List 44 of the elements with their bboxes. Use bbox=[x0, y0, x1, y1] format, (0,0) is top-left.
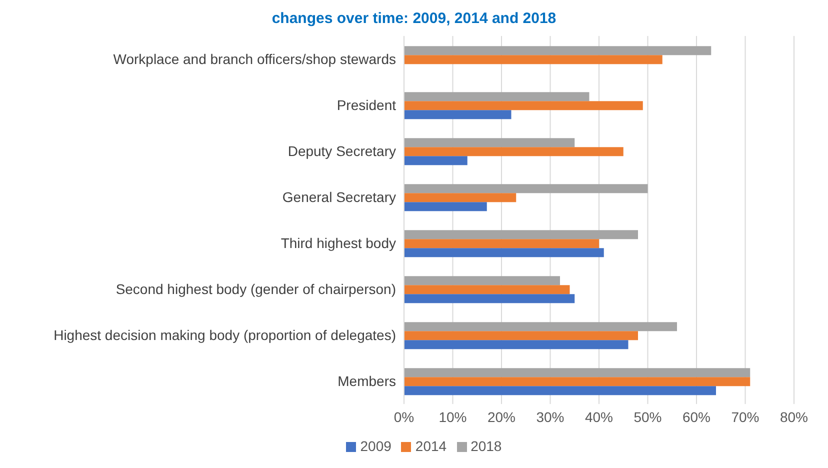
y-tick-label: Second highest body (gender of chairperson) bbox=[116, 280, 396, 297]
x-tick-label: 70% bbox=[731, 408, 760, 425]
bar bbox=[404, 248, 604, 258]
bar bbox=[404, 340, 628, 350]
bar bbox=[404, 276, 560, 286]
y-tick-label: General Secretary bbox=[282, 188, 396, 205]
x-tick-label: 80% bbox=[780, 408, 808, 425]
x-tick-label: 20% bbox=[487, 408, 516, 425]
bar bbox=[404, 110, 512, 120]
y-tick-label: Workplace and branch officers/shop stewards bbox=[113, 50, 396, 67]
bar bbox=[404, 368, 750, 378]
x-tick-label: 10% bbox=[438, 408, 467, 425]
y-tick-label: Third highest body bbox=[280, 234, 396, 251]
bar bbox=[404, 322, 677, 332]
bar bbox=[404, 46, 712, 56]
x-tick-label: 30% bbox=[536, 408, 564, 425]
bar bbox=[404, 147, 624, 156]
y-tick-label: President bbox=[336, 96, 396, 113]
bar bbox=[404, 193, 516, 202]
bar bbox=[404, 101, 643, 110]
bar bbox=[404, 294, 575, 304]
bar bbox=[404, 138, 575, 148]
bar bbox=[404, 92, 590, 102]
legend-label: 2014 bbox=[415, 438, 447, 454]
x-tick-label: 50% bbox=[634, 408, 662, 425]
bar bbox=[404, 331, 638, 340]
legend-label: 2018 bbox=[470, 438, 502, 454]
bar bbox=[404, 285, 570, 294]
x-tick-label: 60% bbox=[682, 408, 711, 425]
legend-label: 2009 bbox=[360, 438, 392, 454]
chart-title: changes over time: 2009, 2014 and 2018 bbox=[270, 9, 558, 29]
bar bbox=[404, 239, 599, 248]
bar bbox=[404, 202, 487, 212]
bar bbox=[404, 184, 648, 194]
bar bbox=[404, 156, 468, 166]
y-tick-label: Highest decision making body (proportion of delegates) bbox=[54, 326, 396, 343]
bar bbox=[404, 230, 638, 240]
bar bbox=[404, 386, 716, 396]
y-tick-label: Members bbox=[338, 372, 396, 389]
x-tick-label: 0% bbox=[394, 408, 414, 425]
x-tick-label: 40% bbox=[584, 408, 614, 425]
bar bbox=[404, 55, 662, 64]
y-tick-label: Deputy Secretary bbox=[288, 142, 396, 159]
bar bbox=[404, 377, 750, 386]
